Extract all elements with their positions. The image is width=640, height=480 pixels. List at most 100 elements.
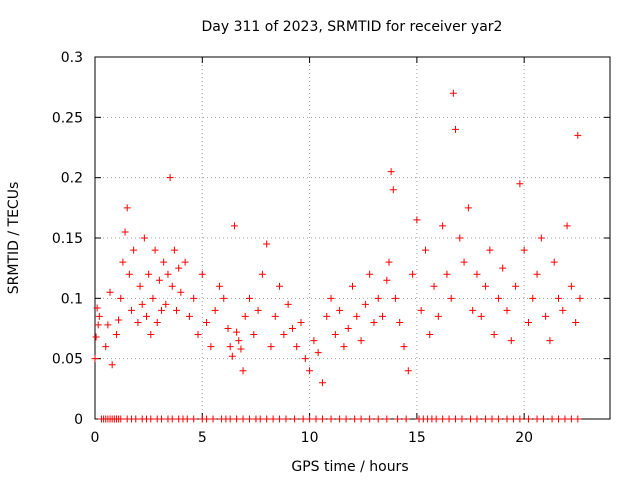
data-point xyxy=(280,331,288,339)
zero-value-point xyxy=(509,415,517,423)
data-point xyxy=(220,294,228,302)
data-point xyxy=(136,282,144,290)
data-point xyxy=(127,306,135,314)
data-point xyxy=(119,258,127,266)
zero-value-point xyxy=(306,415,314,423)
zero-value-point xyxy=(147,415,155,423)
data-point xyxy=(173,306,181,314)
data-point xyxy=(140,234,148,242)
data-point xyxy=(323,312,331,320)
zero-value-point xyxy=(351,415,359,423)
data-point xyxy=(524,318,532,326)
data-point xyxy=(456,234,464,242)
data-point xyxy=(190,294,198,302)
data-point xyxy=(417,306,425,314)
data-point xyxy=(404,367,412,375)
data-point xyxy=(473,270,481,278)
data-point xyxy=(258,270,266,278)
data-point xyxy=(537,234,545,242)
data-point xyxy=(123,204,131,212)
data-point xyxy=(533,270,541,278)
zero-value-point xyxy=(366,415,374,423)
data-point xyxy=(385,258,393,266)
data-point xyxy=(106,288,114,296)
data-point xyxy=(168,282,176,290)
zero-value-point xyxy=(209,415,217,423)
data-point xyxy=(574,131,582,139)
data-point xyxy=(117,294,125,302)
data-point xyxy=(572,318,580,326)
zero-value-point xyxy=(503,415,511,423)
zero-value-point xyxy=(357,415,365,423)
zero-value-point xyxy=(168,415,176,423)
data-point xyxy=(409,270,417,278)
zero-value-point xyxy=(312,415,320,423)
data-point xyxy=(230,222,238,230)
data-point xyxy=(499,264,507,272)
data-point xyxy=(486,246,494,254)
data-point xyxy=(224,325,232,332)
data-point xyxy=(396,318,404,326)
data-point xyxy=(115,316,123,324)
data-point xyxy=(102,343,110,351)
data-point xyxy=(391,294,399,302)
data-point xyxy=(520,246,528,254)
data-point xyxy=(198,270,206,278)
data-point xyxy=(469,306,477,314)
zero-value-point xyxy=(467,415,475,423)
data-point xyxy=(162,300,170,308)
zero-value-point xyxy=(132,415,140,423)
zero-value-point xyxy=(117,415,125,423)
y-axis-label: SRMTID / TECUs xyxy=(6,182,22,295)
data-point xyxy=(340,343,348,351)
data-point xyxy=(246,294,253,302)
data-point xyxy=(297,318,305,326)
data-point xyxy=(134,318,142,326)
data-point xyxy=(301,355,309,363)
zero-value-point xyxy=(394,415,402,423)
x-axis-label: GPS time / hours xyxy=(291,459,408,475)
data-point xyxy=(211,306,219,314)
data-point xyxy=(166,174,174,182)
data-point xyxy=(155,276,163,284)
zero-value-point xyxy=(158,415,166,423)
zero-value-point xyxy=(239,415,247,423)
data-point xyxy=(430,282,438,290)
zero-value-point xyxy=(383,415,391,423)
data-point xyxy=(143,312,150,320)
data-point xyxy=(576,294,584,302)
data-point xyxy=(149,294,157,302)
data-point xyxy=(490,331,498,339)
zero-value-point xyxy=(336,415,344,423)
zero-value-point xyxy=(276,415,284,423)
data-point xyxy=(170,246,178,254)
data-point xyxy=(559,306,567,314)
zero-value-point xyxy=(482,415,490,423)
data-point xyxy=(512,282,520,290)
zero-value-point xyxy=(473,415,481,423)
data-point xyxy=(464,204,472,212)
data-point xyxy=(550,258,558,266)
data-point xyxy=(147,331,155,339)
data-point xyxy=(449,89,457,97)
x-tick-label: 10 xyxy=(301,430,319,446)
data-point xyxy=(92,333,100,341)
zero-value-point xyxy=(226,415,234,423)
data-point xyxy=(254,306,262,314)
plot-frame xyxy=(94,56,611,420)
data-point xyxy=(366,270,374,278)
data-point xyxy=(158,306,166,314)
data-point xyxy=(151,246,159,254)
y-tick-label: 0.1 xyxy=(61,291,83,307)
data-point xyxy=(93,304,101,312)
data-point xyxy=(306,367,314,375)
data-point xyxy=(95,312,103,320)
data-point xyxy=(555,294,562,302)
zero-value-point xyxy=(539,415,547,423)
data-point xyxy=(177,288,185,296)
x-tick-label: 15 xyxy=(408,430,426,446)
data-point xyxy=(563,222,571,230)
zero-value-point xyxy=(282,415,290,423)
data-point xyxy=(130,246,138,254)
